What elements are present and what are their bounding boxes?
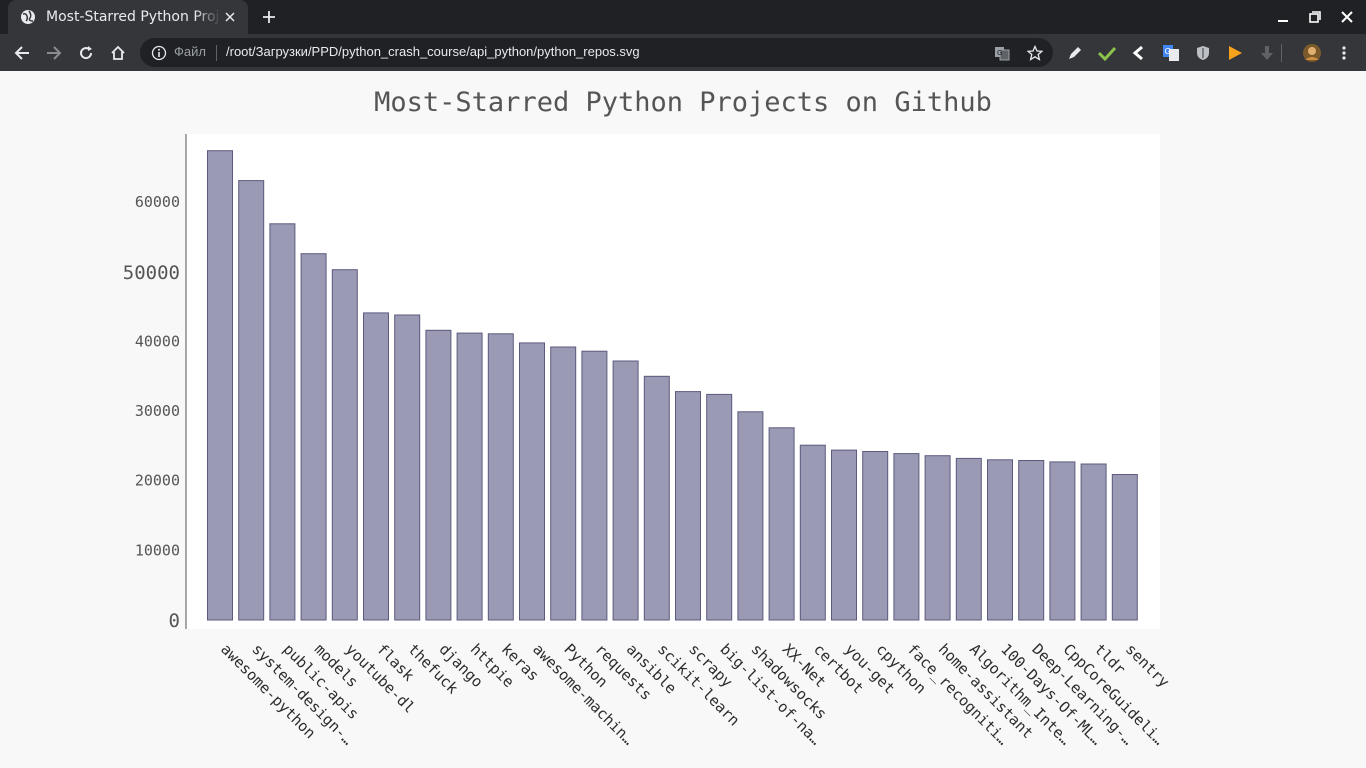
back-arrow-icon[interactable] bbox=[11, 42, 33, 64]
download-icon[interactable] bbox=[1257, 43, 1277, 63]
bar[interactable] bbox=[1080, 463, 1107, 621]
chart-title: Most-Starred Python Projects on Github bbox=[374, 87, 992, 118]
bar[interactable] bbox=[1111, 474, 1138, 621]
y-tick-labels: 0 10000 20000 30000 40000 50000 60000 bbox=[123, 193, 180, 632]
shield-icon[interactable] bbox=[1193, 43, 1213, 63]
bar[interactable] bbox=[550, 346, 577, 621]
bar[interactable] bbox=[643, 375, 670, 621]
bar[interactable] bbox=[269, 223, 296, 621]
home-icon[interactable] bbox=[107, 42, 129, 64]
google-translate-icon[interactable]: G bbox=[1161, 43, 1181, 63]
y-tick-label: 40000 bbox=[135, 332, 180, 350]
bar[interactable] bbox=[581, 350, 608, 621]
tab-strip: Most-Starred Python Projects on Github bbox=[0, 0, 1366, 34]
bar[interactable] bbox=[363, 312, 389, 621]
bars bbox=[207, 150, 1138, 621]
chevron-left-icon[interactable] bbox=[1129, 43, 1149, 63]
bar-chart: Most-Starred Python Projects on Github 0… bbox=[123, 87, 1173, 749]
bar[interactable] bbox=[238, 180, 265, 621]
bar[interactable] bbox=[425, 329, 452, 621]
url-text[interactable]: /root/Загрузки/PPD/python_crash_course/a… bbox=[226, 44, 640, 59]
y-tick-label: 50000 bbox=[123, 262, 180, 284]
bar[interactable] bbox=[1049, 461, 1076, 621]
plus-icon bbox=[263, 11, 275, 23]
restore-icon[interactable] bbox=[1306, 8, 1324, 26]
bar[interactable] bbox=[737, 411, 764, 621]
translate-icon[interactable]: G bbox=[993, 44, 1011, 62]
bar[interactable] bbox=[987, 459, 1013, 621]
bar[interactable] bbox=[300, 253, 327, 621]
toolbar-divider bbox=[1281, 44, 1282, 62]
bar[interactable] bbox=[924, 455, 951, 621]
bar[interactable] bbox=[955, 457, 982, 621]
close-window-icon[interactable] bbox=[1338, 8, 1356, 26]
bar[interactable] bbox=[862, 451, 889, 621]
bar[interactable] bbox=[1018, 460, 1045, 621]
page-content: Most-Starred Python Projects on Github 0… bbox=[0, 71, 1366, 768]
bar[interactable] bbox=[487, 333, 514, 621]
address-bar[interactable]: Файл /root/Загрузки/PPD/python_crash_cou… bbox=[140, 38, 1053, 67]
bar[interactable] bbox=[799, 444, 826, 621]
reload-icon[interactable] bbox=[75, 42, 97, 64]
bar[interactable] bbox=[893, 453, 920, 621]
bar[interactable] bbox=[331, 269, 358, 621]
bar[interactable] bbox=[675, 391, 701, 621]
omnibox-divider bbox=[216, 45, 217, 61]
star-icon[interactable] bbox=[1026, 44, 1044, 62]
x-tick-label: sentry bbox=[1122, 640, 1173, 691]
bar[interactable] bbox=[768, 427, 795, 621]
bar[interactable] bbox=[706, 393, 733, 621]
avatar-icon[interactable] bbox=[1302, 43, 1322, 63]
bar[interactable] bbox=[394, 314, 421, 621]
browser-toolbar: Файл /root/Загрузки/PPD/python_crash_cou… bbox=[0, 34, 1366, 71]
browser-tab[interactable]: Most-Starred Python Projects on Github bbox=[8, 0, 248, 34]
bar[interactable] bbox=[207, 150, 233, 621]
y-tick-label: 60000 bbox=[135, 193, 180, 211]
scheme-label: Файл bbox=[174, 44, 206, 59]
new-tab-button[interactable] bbox=[259, 7, 279, 27]
y-tick-label: 10000 bbox=[135, 541, 180, 559]
svg-text:G: G bbox=[1165, 47, 1171, 56]
y-tick-label: 20000 bbox=[135, 472, 180, 490]
minimize-icon[interactable] bbox=[1274, 8, 1292, 26]
pen-icon[interactable] bbox=[1065, 43, 1085, 63]
forward-arrow-icon[interactable] bbox=[43, 42, 65, 64]
y-tick-label: 30000 bbox=[135, 402, 180, 420]
y-tick-label: 0 bbox=[169, 610, 180, 632]
close-icon[interactable] bbox=[222, 9, 238, 25]
x-tick-labels: awesome-pythonsystem-design-…public-apis… bbox=[217, 640, 1173, 749]
bar[interactable] bbox=[456, 332, 483, 621]
globe-icon bbox=[20, 9, 36, 25]
play-icon[interactable] bbox=[1225, 43, 1245, 63]
bar[interactable] bbox=[831, 449, 857, 621]
check-icon[interactable] bbox=[1097, 43, 1117, 63]
svg-text:G: G bbox=[997, 49, 1002, 57]
tab-title: Most-Starred Python Projects on Github bbox=[46, 9, 221, 25]
bar[interactable] bbox=[519, 342, 545, 621]
bar[interactable] bbox=[612, 360, 639, 621]
info-icon[interactable] bbox=[151, 45, 167, 61]
menu-icon[interactable] bbox=[1334, 43, 1354, 63]
